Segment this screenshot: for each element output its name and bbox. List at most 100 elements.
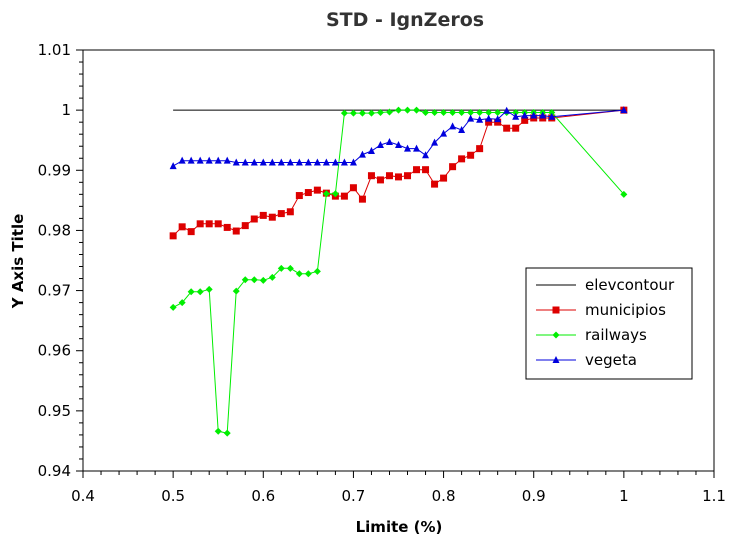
data-point-municipios (485, 118, 493, 126)
y-tick-label: 0.96 (38, 342, 71, 360)
legend: elevcontour municipios railways vegeta (525, 267, 693, 380)
y-tick-label: 0.99 (38, 161, 71, 179)
data-point-railways (268, 273, 276, 281)
chart-title: STD - IgnZeros (326, 9, 484, 31)
series-municipios (169, 106, 628, 240)
data-point-municipios (458, 155, 466, 163)
data-point-municipios (232, 227, 240, 235)
data-point-vegeta (241, 158, 249, 166)
data-point-municipios (503, 124, 511, 132)
data-point-railways (331, 190, 339, 198)
data-point-vegeta (295, 158, 303, 166)
data-point-municipios (268, 213, 276, 221)
data-point-municipios (304, 189, 312, 197)
legend-label-vegeta: vegeta (585, 351, 637, 369)
data-point-municipios (431, 180, 439, 188)
legend-label-municipios: municipios (585, 301, 666, 319)
data-point-railways (169, 303, 177, 311)
data-point-railways (620, 190, 628, 198)
data-point-municipios (250, 215, 258, 223)
data-point-vegeta (467, 114, 475, 122)
data-point-municipios (349, 184, 357, 192)
data-point-vegeta (431, 138, 439, 146)
data-point-railways (340, 109, 348, 117)
data-point-municipios (521, 116, 529, 124)
data-point-railways (467, 109, 475, 117)
data-point-railways (404, 106, 412, 114)
data-point-vegeta (395, 141, 402, 149)
data-point-municipios (241, 222, 249, 230)
legend-label-elevcontour: elevcontour (585, 276, 675, 294)
data-point-municipios (277, 210, 285, 218)
data-point-vegeta (530, 111, 538, 119)
x-tick-label: 1.1 (702, 487, 726, 505)
y-tick-label: 0.98 (38, 221, 71, 239)
y-tick-label: 0.95 (38, 402, 71, 420)
data-point-railways (494, 109, 502, 117)
data-point-vegeta (358, 150, 366, 158)
data-point-railways (232, 287, 240, 295)
data-point-railways (178, 299, 186, 307)
data-point-vegeta (422, 151, 430, 159)
data-point-vegeta (449, 122, 457, 130)
data-point-vegeta (485, 114, 493, 122)
data-point-vegeta (250, 158, 258, 166)
data-point-municipios (440, 174, 448, 182)
legend-marker-municipios (552, 306, 560, 314)
data-point-vegeta (277, 158, 285, 166)
x-tick-label: 0.4 (71, 487, 95, 505)
data-point-railways (440, 109, 448, 117)
data-point-municipios (223, 223, 231, 231)
y-tick-label: 0.94 (38, 462, 71, 480)
x-tick-label: 0.8 (432, 487, 456, 505)
data-point-vegeta (539, 111, 547, 119)
data-point-vegeta (367, 147, 375, 155)
legend-marker-vegeta (552, 356, 560, 363)
y-tick-label: 1 (61, 101, 71, 119)
data-point-municipios (449, 163, 457, 171)
data-point-vegeta (458, 125, 466, 133)
data-point-railways (395, 106, 402, 114)
data-point-railways (196, 288, 204, 296)
y-axis-title: Y Axis Title (9, 214, 27, 310)
data-point-municipios (340, 192, 348, 200)
data-point-railways (413, 106, 421, 114)
data-point-municipios (259, 211, 267, 219)
data-point-vegeta (620, 106, 628, 114)
data-point-municipios (196, 220, 204, 228)
data-point-municipios (376, 176, 384, 184)
data-point-railways (223, 429, 231, 437)
series-line-municipios (172, 109, 624, 237)
data-point-railways (458, 109, 466, 117)
data-point-vegeta (413, 144, 421, 152)
data-point-vegeta (214, 156, 222, 164)
data-point-railways (259, 276, 267, 284)
data-point-municipios (404, 172, 412, 180)
data-point-municipios (385, 172, 393, 180)
data-point-railways (422, 109, 430, 117)
data-point-municipios (286, 208, 294, 216)
x-tick-label: 0.5 (161, 487, 185, 505)
data-point-vegeta (223, 156, 231, 164)
data-point-railways (241, 276, 249, 284)
data-point-railways (485, 109, 493, 117)
data-point-railways (449, 109, 457, 117)
data-point-municipios (367, 172, 375, 180)
data-point-vegeta (187, 156, 195, 164)
data-point-municipios (295, 192, 303, 200)
data-point-railways (358, 109, 366, 117)
data-point-railways (367, 109, 375, 117)
x-tick-label: 0.6 (251, 487, 275, 505)
data-point-railways (322, 190, 330, 198)
series-line-vegeta (172, 109, 624, 167)
data-point-municipios (512, 124, 520, 132)
x-tick-label: 0.7 (341, 487, 365, 505)
data-point-municipios (313, 186, 321, 194)
data-point-municipios (187, 228, 195, 236)
data-point-railways (376, 109, 384, 117)
y-tick-label: 0.97 (38, 282, 71, 300)
legend-marker-railways (552, 331, 560, 339)
data-point-vegeta (178, 156, 186, 164)
data-point-vegeta (512, 112, 520, 120)
data-point-railways (313, 267, 321, 275)
